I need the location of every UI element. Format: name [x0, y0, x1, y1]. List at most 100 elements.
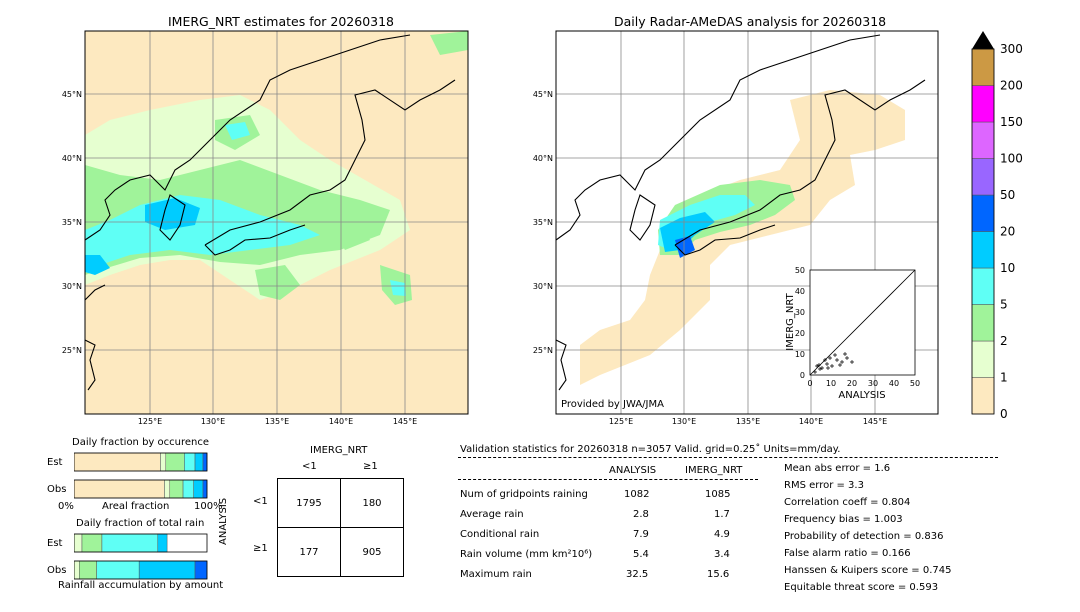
scatter-ytick: 40: [795, 287, 805, 296]
left-lon-label: 130°E: [201, 417, 225, 426]
score-line: Mean abs error = 1.6: [784, 463, 891, 474]
validation-row-imerg: 3.4: [714, 549, 730, 560]
occurrence-est-segment: [160, 452, 167, 472]
contingency-row-lt: <1: [253, 496, 268, 507]
validation-row-imerg: 15.6: [707, 569, 730, 580]
accumulation-chart: [74, 533, 208, 580]
validation-row-label: Maximum rain: [460, 569, 532, 580]
contingency-cell: 1795: [277, 478, 341, 528]
accumulation-est-segment: [101, 533, 159, 553]
occurrence-est-segment: [165, 452, 185, 472]
colorbar-label: 150: [1000, 115, 1023, 129]
validation-row-analysis: 7.9: [633, 529, 649, 540]
accumulation-title: Daily fraction of total rain: [76, 518, 205, 529]
right-lat-label: 25°N: [533, 346, 553, 355]
colorbar-label: 10: [1000, 261, 1015, 275]
scatter-ylabel: IMERG_NRT: [785, 292, 796, 350]
accumulation-est-segment: [157, 533, 168, 553]
contingency-cell: 180: [340, 478, 404, 528]
validation-row-label: Rain volume (mm km²10⁶): [460, 549, 593, 560]
colorbar-segment: [971, 85, 995, 123]
occurrence-axis-right: 100%: [194, 501, 223, 512]
scatter-ytick: 20: [795, 329, 805, 338]
occurrence-title: Daily fraction by occurence: [72, 437, 210, 448]
contingency-row-title: ANALYSIS: [218, 497, 229, 545]
occurrence-obs-label: Obs: [47, 484, 67, 495]
score-line: Hanssen & Kuipers score = 0.745: [784, 565, 952, 576]
scatter-xtick: 40: [889, 379, 899, 388]
right-lat-label: 35°N: [533, 218, 553, 227]
validation-row-analysis: 32.5: [626, 569, 649, 580]
colorbar-segment: [971, 48, 995, 86]
left-lat-label: 45°N: [62, 90, 82, 99]
scatter-ytick: 50: [795, 266, 805, 275]
accumulation-obs-segment: [194, 560, 208, 580]
right-lon-label: 130°E: [672, 417, 696, 426]
accumulation-obs-label: Obs: [47, 565, 67, 576]
scatter-points: [813, 352, 854, 374]
validation-row-analysis: 1082: [624, 489, 650, 500]
colorbar-label: 2: [1000, 334, 1008, 348]
contingency-cell: 905: [340, 527, 404, 577]
right-lat-label: 45°N: [533, 90, 553, 99]
colorbar-segment: [971, 377, 995, 415]
occurrence-axis-left: 0%: [58, 501, 74, 512]
occurrence-est-label: Est: [47, 457, 63, 468]
contingency-col-ge: ≥1: [363, 461, 378, 472]
right-lon-label: 145°E: [863, 417, 887, 426]
scatter-xtick: 0: [807, 379, 812, 388]
validation-divider: [458, 457, 998, 458]
occurrence-est-segment-frame: [74, 452, 208, 472]
validation-row-analysis: 5.4: [633, 549, 649, 560]
colorbar-label: 200: [1000, 79, 1023, 93]
left-lat-label: 40°N: [62, 154, 82, 163]
contingency-col-title: IMERG_NRT: [310, 445, 368, 456]
right-lat-label: 40°N: [533, 154, 553, 163]
colorbar-label: 50: [1000, 188, 1015, 202]
accumulation-obs-segment: [79, 560, 97, 580]
validation-row-label: Average rain: [460, 509, 524, 520]
contingency-col-lt: <1: [302, 461, 317, 472]
right-lon-label: 125°E: [609, 417, 633, 426]
colorbar-label: 1: [1000, 371, 1008, 385]
occurrence-est-segment: [74, 452, 161, 472]
right-lon-label: 135°E: [736, 417, 760, 426]
occurrence-chart: [74, 452, 208, 499]
left-lon-label: 140°E: [329, 417, 353, 426]
left-lon-label: 125°E: [138, 417, 162, 426]
colorbar-segment: [971, 340, 995, 378]
credit-text: Provided by JWA/JMA: [561, 399, 664, 410]
contingency-row-ge: ≥1: [253, 543, 268, 554]
left-map-title: IMERG_NRT estimates for 20260318: [168, 14, 395, 29]
right-map-title: Daily Radar-AMeDAS analysis for 20260318: [614, 14, 887, 29]
validation-header: Validation statistics for 20260318 n=305…: [460, 444, 841, 455]
colorbar-segment: [971, 158, 995, 196]
occurrence-est-segment: [184, 452, 196, 472]
score-line: Correlation coeff = 0.804: [784, 497, 911, 508]
accumulation-footer: Rainfall accumulation by amount: [58, 580, 224, 591]
accumulation-est-segment-frame: [74, 533, 208, 553]
colorbar-label: 100: [1000, 152, 1023, 166]
left-lon-label: 145°E: [393, 417, 417, 426]
left-lon-label: 135°E: [265, 417, 289, 426]
scatter-xlabel: ANALYSIS: [838, 390, 885, 401]
occurrence-est-segment: [202, 452, 208, 472]
accumulation-est-segment: [81, 533, 103, 553]
left-lat-label: 30°N: [62, 282, 82, 291]
colorbar-segment: [971, 231, 995, 269]
occurrence-obs-segment: [169, 479, 184, 499]
colorbar-segment: [971, 267, 995, 305]
colorbar-label: 5: [1000, 298, 1008, 312]
occurrence-obs-segment-frame: [74, 479, 208, 499]
left-lat-label: 25°N: [62, 346, 82, 355]
score-line: RMS error = 3.3: [784, 480, 864, 491]
scatter-ytick: 10: [795, 350, 805, 359]
colorbar-segment: [971, 304, 995, 342]
accumulation-obs-segment: [74, 560, 80, 580]
validation-row-label: Conditional rain: [460, 529, 540, 540]
occurrence-obs-segment: [182, 479, 194, 499]
occurrence-obs-segment: [193, 479, 204, 499]
accumulation-obs-segment-frame: [74, 560, 208, 580]
validation-row-imerg: 4.9: [714, 529, 730, 540]
validation-col-divider: [458, 479, 758, 480]
